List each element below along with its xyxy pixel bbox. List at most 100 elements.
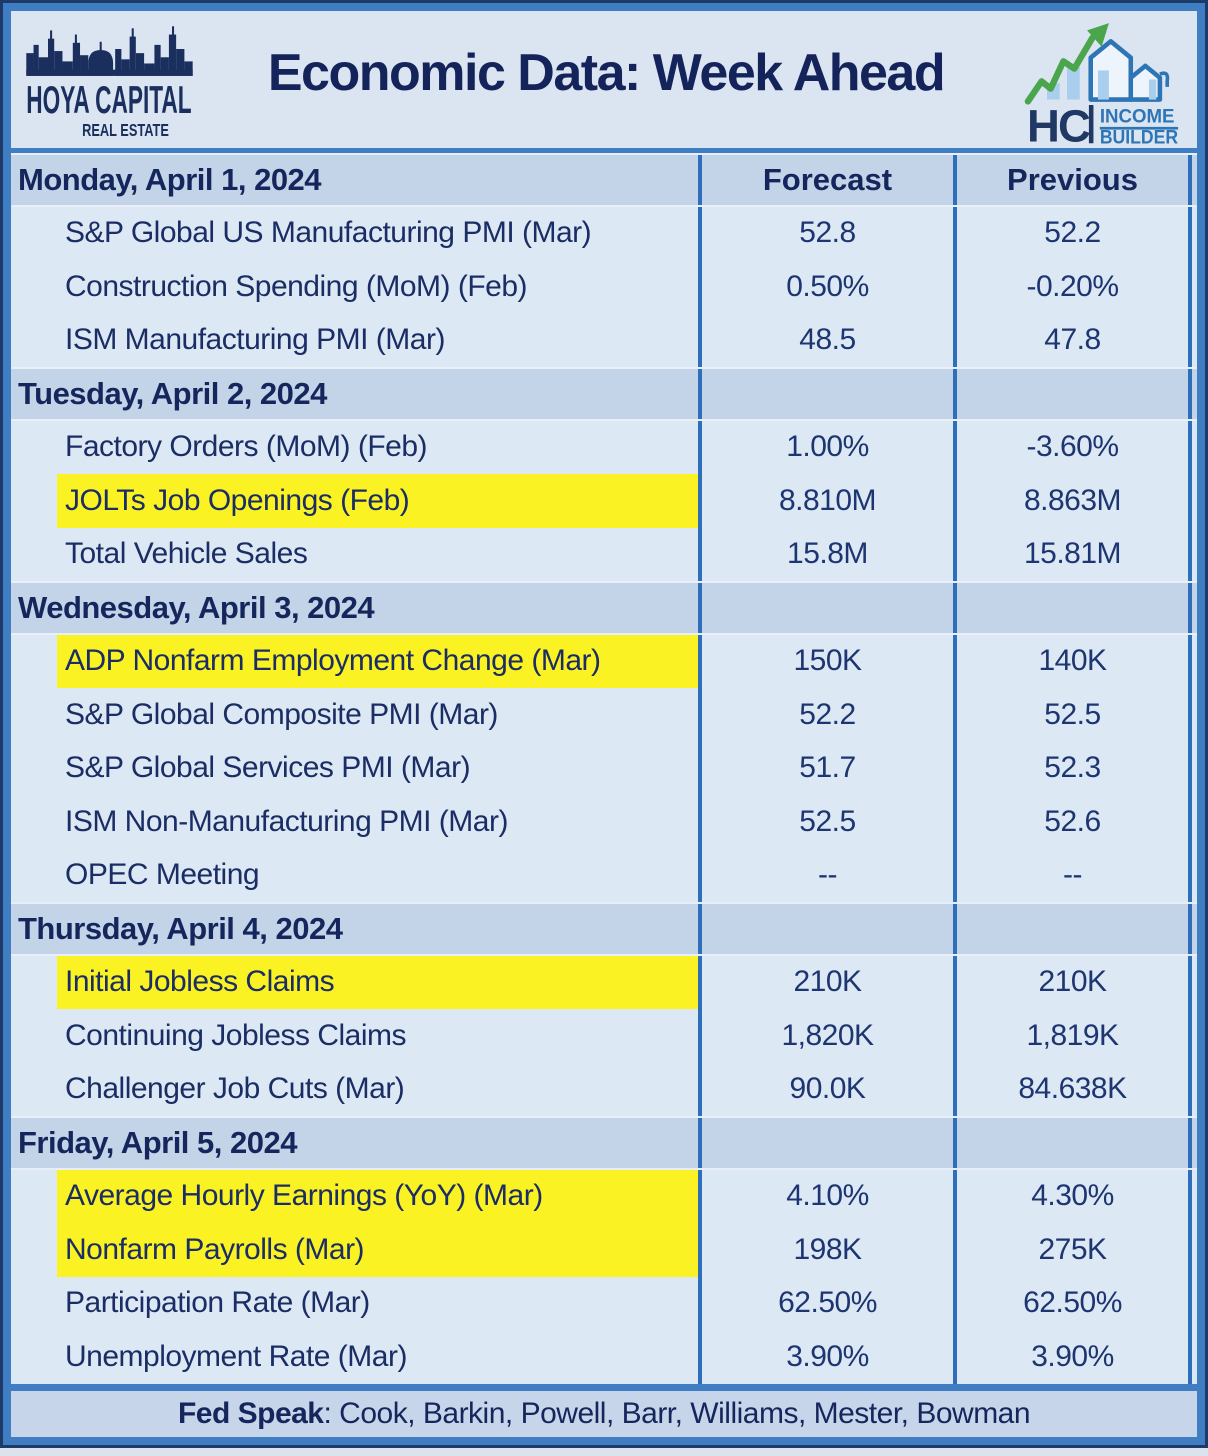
indicator-name-cell: Total Vehicle Sales	[11, 528, 698, 582]
edge-sliver-cell	[1188, 1223, 1197, 1277]
indicator-name: Participation Rate (Mar)	[65, 1286, 370, 1320]
indicator-row: Nonfarm Payrolls (Mar) 198K 275K	[11, 1223, 1197, 1277]
footer-separator	[11, 1383, 1197, 1391]
indicator-name: OPEC Meeting	[65, 858, 260, 892]
forecast-value: 3.90%	[698, 1330, 953, 1384]
indicator-name-cell: JOLTs Job Openings (Feb)	[11, 474, 698, 528]
edge-sliver-cell	[1188, 420, 1197, 474]
forecast-value: 0.50%	[698, 260, 953, 314]
indicator-name-cell: ISM Non-Manufacturing PMI (Mar)	[11, 795, 698, 849]
edge-sliver-cell	[1188, 688, 1197, 742]
indicator-name-cell: ADP Nonfarm Employment Change (Mar)	[11, 634, 698, 688]
previous-value: 210K	[953, 955, 1188, 1009]
indicator-row: Challenger Job Cuts (Mar) 90.0K 84.638K	[11, 1062, 1197, 1116]
previous-value: 52.2	[953, 206, 1188, 260]
edge-sliver-cell	[1188, 741, 1197, 795]
forecast-column-header	[698, 369, 953, 419]
previous-value: -0.20%	[953, 260, 1188, 314]
forecast-column-header	[698, 904, 953, 954]
day-label: Wednesday, April 3, 2024	[18, 589, 375, 625]
forecast-value: 15.8M	[698, 527, 953, 581]
edge-sliver-cell	[1188, 904, 1197, 954]
hci-logo-line1: INCOME	[1100, 106, 1175, 127]
previous-column-header	[953, 583, 1188, 633]
indicator-row: ADP Nonfarm Employment Change (Mar) 150K…	[11, 634, 1197, 688]
hoya-logo-name: HOYA CAPITAL	[26, 78, 191, 122]
indicator-name: Average Hourly Earnings (YoY) (Mar)	[65, 1179, 543, 1213]
hci-logo-icon: HC INCOME BUILDER	[1024, 22, 1178, 146]
day-label: Monday, April 1, 2024	[18, 161, 322, 197]
previous-value: 140K	[953, 634, 1188, 688]
previous-value: -3.60%	[953, 420, 1188, 474]
indicator-name: S&P Global Composite PMI (Mar)	[65, 697, 498, 731]
calendar-table: Monday, April 1, 2024 Forecast Previous …	[11, 153, 1197, 1384]
bottom-margin-strip	[0, 1448, 1208, 1456]
indicator-row: OPEC Meeting -- --	[11, 848, 1197, 902]
previous-value: 52.3	[953, 741, 1188, 795]
forecast-value: 62.50%	[698, 1276, 953, 1330]
indicator-name: S&P Global Services PMI (Mar)	[65, 751, 471, 785]
day-label: Thursday, April 4, 2024	[18, 910, 343, 946]
hoya-skyline-icon: HOYA CAPITAL REAL ESTATE	[26, 25, 193, 139]
edge-sliver-cell	[1188, 155, 1197, 205]
forecast-value: 52.8	[698, 206, 953, 260]
forecast-value: 48.5	[698, 313, 953, 367]
edge-sliver-cell	[1188, 260, 1197, 314]
forecast-value: --	[698, 848, 953, 902]
previous-value: 1,819K	[953, 1009, 1188, 1063]
previous-column-header	[953, 904, 1188, 954]
previous-column-header: Previous	[953, 155, 1188, 205]
indicator-name: Total Vehicle Sales	[65, 537, 308, 571]
page-title: Economic Data: Week Ahead	[267, 43, 946, 102]
edge-sliver-cell	[1188, 206, 1197, 260]
forecast-value: 4.10%	[698, 1169, 953, 1223]
indicator-name: JOLTs Job Openings (Feb)	[65, 483, 410, 517]
day-header-row: Tuesday, April 2, 2024	[11, 367, 1197, 421]
indicator-name: Nonfarm Payrolls (Mar)	[65, 1232, 365, 1266]
indicator-name: Continuing Jobless Claims	[65, 1018, 407, 1052]
edge-sliver-cell	[1188, 955, 1197, 1009]
indicator-row: Factory Orders (MoM) (Feb) 1.00% -3.60%	[11, 420, 1197, 475]
indicator-row: Participation Rate (Mar) 62.50% 62.50%	[11, 1276, 1197, 1330]
forecast-value: 150K	[698, 634, 953, 688]
indicator-name: ADP Nonfarm Employment Change (Mar)	[65, 644, 601, 678]
previous-value: 15.81M	[953, 527, 1188, 581]
day-header-row: Monday, April 1, 2024 Forecast Previous	[11, 153, 1197, 207]
day-label: Friday, April 5, 2024	[18, 1124, 297, 1160]
forecast-value: 52.5	[698, 795, 953, 849]
indicator-name-cell: Factory Orders (MoM) (Feb)	[11, 421, 698, 475]
forecast-column-header	[698, 1118, 953, 1168]
forecast-value: 1.00%	[698, 420, 953, 474]
edge-sliver-cell	[1188, 1062, 1197, 1116]
indicator-name: Factory Orders (MoM) (Feb)	[65, 430, 428, 464]
previous-value: 52.5	[953, 688, 1188, 742]
indicator-row: Total Vehicle Sales 15.8M 15.81M	[11, 527, 1197, 582]
indicator-name-cell: Continuing Jobless Claims	[11, 1009, 698, 1063]
edge-sliver-cell	[1188, 583, 1197, 633]
fed-speak-label: Fed Speak	[177, 1396, 324, 1430]
calendar-content: HOYA CAPITAL REAL ESTATE Economic Data: …	[11, 11, 1197, 1437]
forecast-value: 51.7	[698, 741, 953, 795]
hoya-capital-logo: HOYA CAPITAL REAL ESTATE	[21, 18, 203, 142]
edge-sliver-cell	[1188, 634, 1197, 688]
header-band: HOYA CAPITAL REAL ESTATE Economic Data: …	[11, 11, 1197, 148]
indicator-name-cell: Unemployment Rate (Mar)	[11, 1330, 698, 1384]
indicator-row: S&P Global Composite PMI (Mar) 52.2 52.5	[11, 688, 1197, 742]
indicator-row: Initial Jobless Claims 210K 210K	[11, 955, 1197, 1009]
indicator-name-cell: S&P Global Composite PMI (Mar)	[11, 688, 698, 742]
edge-sliver-cell	[1188, 474, 1197, 528]
forecast-value: 52.2	[698, 688, 953, 742]
indicator-row: Continuing Jobless Claims 1,820K 1,819K	[11, 1009, 1197, 1063]
indicator-name-cell: Nonfarm Payrolls (Mar)	[11, 1223, 698, 1277]
edge-sliver-cell	[1188, 313, 1197, 367]
fed-speak-names: : Cook, Barkin, Powell, Barr, Williams, …	[323, 1396, 1031, 1430]
hci-logo-abbr: HC	[1027, 100, 1090, 146]
previous-value: --	[953, 848, 1188, 902]
indicator-row: JOLTs Job Openings (Feb) 8.810M 8.863M	[11, 474, 1197, 528]
indicator-name-cell: S&P Global Services PMI (Mar)	[11, 742, 698, 796]
indicator-name-cell: S&P Global US Manufacturing PMI (Mar)	[11, 207, 698, 261]
edge-sliver-cell	[1188, 1009, 1197, 1063]
edge-sliver-cell	[1188, 369, 1197, 419]
previous-value: 62.50%	[953, 1276, 1188, 1330]
